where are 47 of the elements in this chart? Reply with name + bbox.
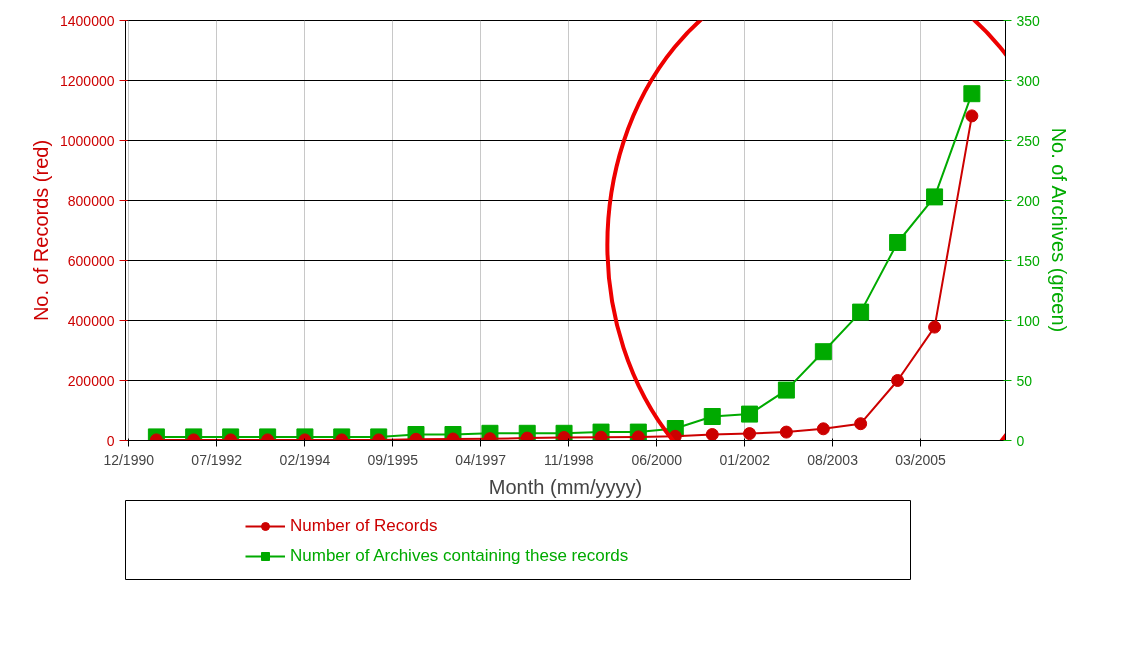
y-axis-title: No. of Records (red) xyxy=(30,139,52,322)
point xyxy=(814,343,832,361)
y2-tick-label: 0 xyxy=(1016,432,1025,449)
x-tick-label: 07/1992 xyxy=(191,451,243,468)
y2-tick-label: 50 xyxy=(1016,372,1033,389)
legend-label: Number of Archives containing these records xyxy=(290,546,629,566)
point xyxy=(557,431,571,441)
x-tick-label: 12/1990 xyxy=(103,451,155,468)
x-axis-title: Month (mm/yyyy) xyxy=(488,475,643,498)
x-tick-label: 04/1997 xyxy=(455,451,507,468)
x-tick-label: 09/1995 xyxy=(367,451,419,468)
point xyxy=(705,428,719,441)
y-tick-label: 800000 xyxy=(67,192,115,209)
x-tick-label: 06/2000 xyxy=(631,451,683,468)
point xyxy=(777,381,795,399)
point xyxy=(965,109,979,123)
y2-tick-label: 200 xyxy=(1016,192,1041,209)
x-tick-label: 08/2003 xyxy=(807,451,859,468)
y2-axis-title: No. of Archives (green) xyxy=(1047,127,1070,333)
legend-label: Number of Records xyxy=(290,516,438,536)
x-tick-label: 03/2005 xyxy=(895,451,947,468)
point xyxy=(963,85,981,103)
y2-tick-label: 100 xyxy=(1016,312,1041,329)
y-tick-label: 1400000 xyxy=(60,12,115,29)
y2-tick-label: 300 xyxy=(1016,72,1041,89)
y-tick-label: 400000 xyxy=(67,312,115,329)
x-tick-label: 01/2002 xyxy=(719,451,771,468)
y-tick-label: 200000 xyxy=(67,372,115,389)
point xyxy=(926,188,944,206)
y2-tick-label: 150 xyxy=(1016,252,1041,269)
y-tick-label: 1000000 xyxy=(60,132,115,149)
point xyxy=(889,234,907,251)
point xyxy=(631,430,645,441)
point xyxy=(852,303,870,321)
y-tick-label: 0 xyxy=(106,432,115,449)
y2-tick-label: 250 xyxy=(1016,132,1041,149)
y-tick-label: 1200000 xyxy=(60,72,115,89)
x-tick-label: 02/1994 xyxy=(279,451,331,468)
point xyxy=(594,430,608,441)
point xyxy=(741,405,759,423)
point xyxy=(928,320,942,334)
y2-tick-label: 350 xyxy=(1016,12,1041,29)
point xyxy=(891,374,905,387)
y-tick-label: 600000 xyxy=(67,252,115,269)
point xyxy=(779,425,793,439)
x-tick-label: 11/1998 xyxy=(543,451,594,468)
point xyxy=(703,408,721,425)
